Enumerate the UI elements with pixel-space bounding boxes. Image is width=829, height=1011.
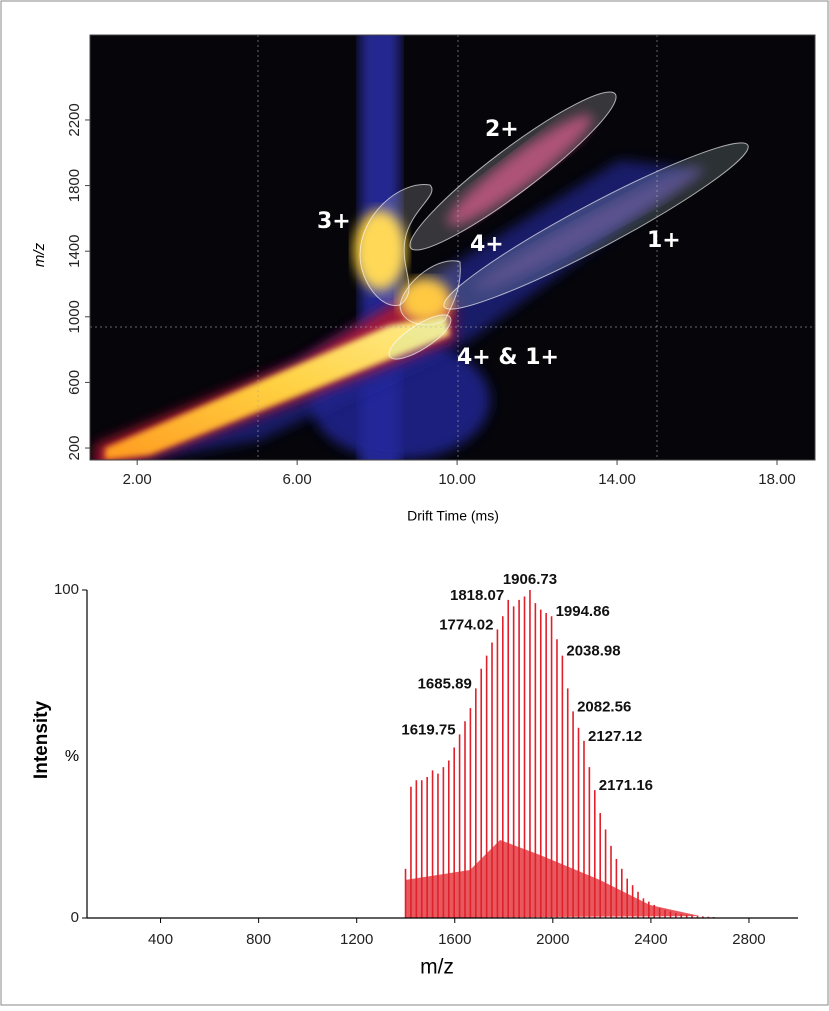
annotation: 4+ & 1+ (457, 345, 559, 370)
x-tick-label: 800 (246, 931, 271, 948)
annotation: 4+ (470, 232, 504, 257)
plot-border (89, 34, 816, 461)
peak-label: 1906.73 (503, 571, 557, 588)
x-tick-label: 6.00 (283, 471, 312, 488)
peak-label: 1994.86 (556, 603, 610, 620)
y-tick-label: 0 (71, 909, 79, 926)
y-unit: % (65, 748, 79, 765)
x-tick-label: 400 (148, 931, 173, 948)
y-tick-label: 200 (66, 436, 83, 461)
x-tick-label: 1200 (340, 931, 373, 948)
x-tick-label: 2800 (732, 931, 765, 948)
x-axis-title: Drift Time (ms) (407, 508, 499, 524)
x-tick-label: 18.00 (758, 471, 796, 488)
y-axis-title: m/z (31, 242, 48, 267)
y-tick-label: 1800 (66, 169, 83, 202)
y-tick-label: 600 (66, 370, 83, 395)
x-tick-label: 2400 (634, 931, 667, 948)
x-tick-label: 14.00 (598, 471, 636, 488)
x-axis-title: m/z (420, 956, 454, 979)
heatmap-image (90, 35, 815, 460)
peak-label: 1774.02 (439, 616, 493, 633)
y-tick-label: 1400 (66, 235, 83, 268)
annotation: 2+ (485, 117, 519, 142)
peak-label: 1818.07 (450, 587, 504, 604)
y-tick-label: 100 (54, 581, 79, 598)
y-axis-title: Intensity (31, 701, 52, 780)
annotation: 1+ (647, 228, 681, 253)
x-tick-label: 10.00 (438, 471, 476, 488)
baseline-noise (405, 840, 700, 918)
peak-label: 2038.98 (566, 643, 620, 660)
peak-label: 1685.89 (418, 675, 472, 692)
x-tick-label: 2000 (536, 931, 569, 948)
peak-label: 2127.12 (588, 728, 642, 745)
peak-label: 2171.16 (599, 777, 653, 794)
y-tick-label: 2200 (66, 103, 83, 136)
peak-label: 1619.75 (401, 721, 455, 738)
x-tick-label: 2.00 (123, 471, 152, 488)
y-tick-label: 1000 (66, 300, 83, 333)
peak-label: 2082.56 (577, 698, 631, 715)
annotation: 3+ (317, 209, 351, 234)
x-tick-label: 1600 (438, 931, 471, 948)
